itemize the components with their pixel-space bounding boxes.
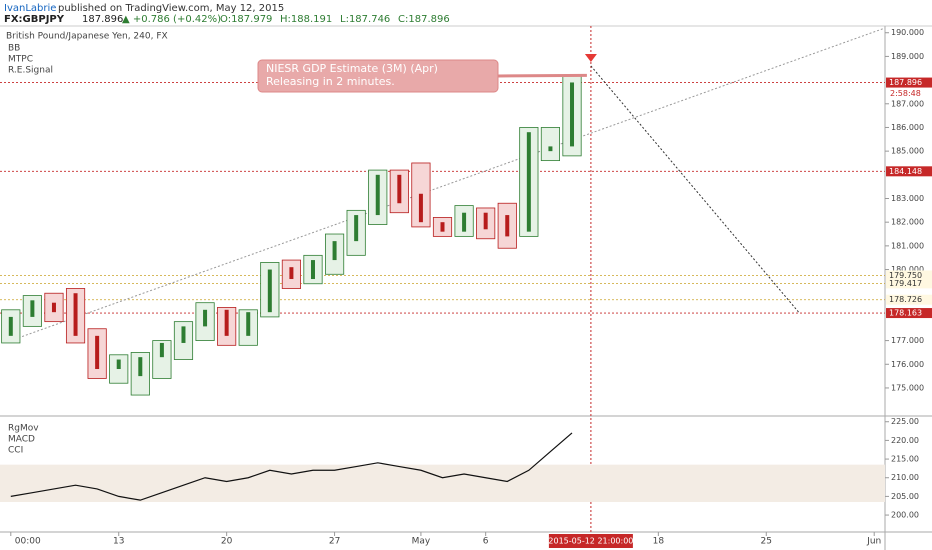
x-tick-label: 00:00 (15, 537, 41, 547)
y-tick-label: 186.000 (891, 123, 924, 132)
candle-body (159, 342, 164, 358)
y-tick-label: 181.000 (891, 241, 924, 250)
y-tick-label: 175.000 (891, 383, 924, 392)
last: 187.896 (82, 14, 123, 25)
level-tag (886, 166, 932, 177)
candle-body (30, 300, 35, 317)
candle-body (505, 215, 510, 237)
low: L:187.746 (340, 14, 390, 25)
level-label: 179.750 (889, 271, 922, 280)
candle-body (73, 293, 78, 336)
x-tick-label: 18 (653, 537, 665, 547)
annotation-text: Releasing in 2 minutes. (266, 75, 395, 88)
indicator-line (10, 432, 573, 501)
candle-body (462, 212, 467, 232)
annotation-text: NIESR GDP Estimate (3M) (Apr) (266, 62, 438, 75)
day-box (540, 127, 561, 162)
y-tick-label: 177.000 (891, 336, 924, 345)
annotation-pointer (497, 73, 587, 78)
indicator-label: MTPC (8, 55, 33, 65)
x-tick-label: 27 (329, 537, 340, 547)
candle-body (526, 132, 531, 232)
day-box (152, 340, 172, 379)
candle-body (95, 335, 100, 370)
y-tick-label: 176.000 (891, 360, 924, 369)
author: IvanLabrie (4, 3, 56, 14)
cursor-tag (548, 534, 633, 548)
candle-body (8, 316, 13, 336)
indicator-label: CCI (8, 446, 23, 456)
level-label: 178.726 (889, 295, 922, 304)
change: ▲ +0.786 (+0.42%) (122, 14, 221, 25)
candle-body (267, 269, 272, 313)
x-tick-label: Jun (866, 537, 881, 547)
y-tick-label: 190.000 (891, 28, 924, 37)
candle-body (310, 260, 315, 280)
candle-body (570, 82, 575, 147)
published: published on TradingView.com, May 12, 20… (58, 3, 284, 14)
y-tick-label: 183.000 (891, 194, 924, 203)
candle-body (397, 174, 402, 204)
symbol: FX:GBPJPY (4, 14, 65, 25)
candle-body (440, 222, 445, 232)
indicator-label: R.E.Signal (8, 66, 53, 76)
candle-body (203, 309, 208, 327)
x-tick-label: 25 (761, 537, 772, 547)
candle-body (246, 312, 251, 336)
y-tick-label: 205.00 (891, 492, 919, 501)
candle-body (181, 326, 186, 343)
x-tick-label: May (412, 537, 431, 547)
high: H:188.191 (280, 14, 332, 25)
candle-body (116, 359, 121, 370)
indicator-label: RgMov (8, 424, 39, 434)
band (0, 464, 885, 502)
level-label: 187.896 (889, 78, 922, 87)
indicator-label: MACD (8, 435, 35, 445)
y-tick-label: 215.00 (891, 455, 919, 464)
candle-body (354, 215, 359, 242)
candle-body (418, 193, 423, 223)
level-tag (886, 77, 932, 88)
event-arrow (584, 54, 597, 63)
level-tag (886, 270, 932, 281)
candle-body (138, 357, 143, 377)
trend-line (10, 27, 886, 342)
level-label: 179.417 (889, 279, 922, 288)
y-tick-label: 185.000 (891, 147, 924, 156)
indicator-label: BB (8, 44, 20, 54)
open: O:187.979 (220, 14, 272, 25)
level-label: 184.148 (889, 167, 922, 176)
countdown: 2:58:48 (890, 89, 921, 98)
y-tick-label: 182.000 (891, 218, 924, 227)
candle-body (375, 174, 380, 216)
candle-body (51, 302, 56, 313)
x-tick-label: 6 (483, 537, 489, 547)
y-tick-label: 225.00 (891, 417, 919, 426)
x-tick-label: 20 (221, 537, 233, 547)
y-tick-label: 220.00 (891, 436, 919, 445)
level-tag (886, 278, 932, 289)
candle-body (224, 309, 229, 336)
projection (590, 65, 800, 313)
y-tick-label: 187.000 (891, 99, 924, 108)
level-tag (886, 294, 932, 305)
y-tick-label: 200.00 (891, 511, 919, 520)
y-tick-label: 210.00 (891, 473, 919, 482)
candle-body (332, 241, 337, 261)
level-tag (886, 308, 932, 319)
y-tick-label: 180.000 (891, 265, 924, 274)
cursor-label: 2015-05-12 21:00:00 (548, 537, 633, 546)
candle-body (483, 212, 488, 230)
close: C:187.896 (398, 14, 450, 25)
x-tick-label: 13 (113, 537, 124, 547)
level-label: 178.163 (889, 309, 922, 318)
candle-body (289, 267, 294, 280)
candle-body (548, 146, 553, 152)
y-tick-label: 189.000 (891, 52, 924, 61)
pane-title: British Pound/Japanese Yen, 240, FX (6, 32, 168, 42)
